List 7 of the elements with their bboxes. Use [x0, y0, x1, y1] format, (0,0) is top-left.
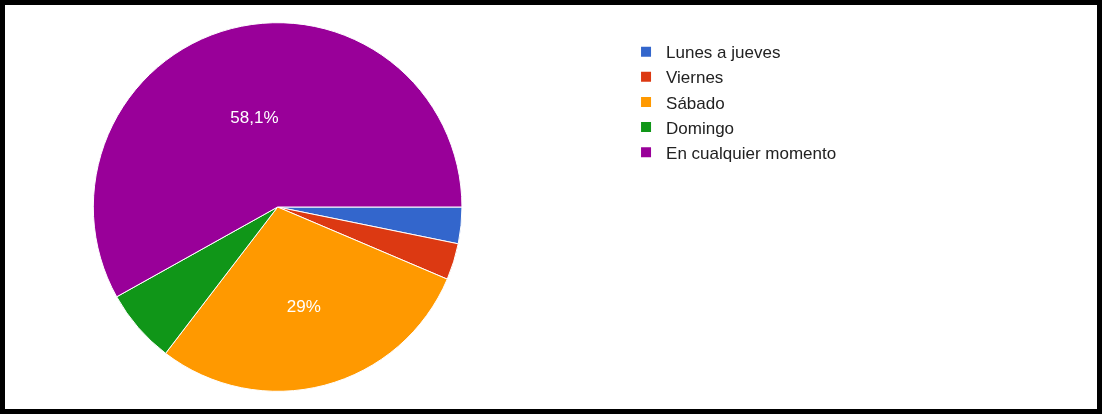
- data-label: 58,1%: [230, 108, 279, 128]
- data-label: 29%: [286, 297, 321, 317]
- legend-label: Viernes: [666, 68, 724, 88]
- legend-label: En cualquier momento: [666, 143, 837, 163]
- legend-label: Sábado: [666, 93, 725, 113]
- legend-label: Domingo: [666, 118, 735, 138]
- legend-label: Lunes a jueves: [666, 43, 781, 63]
